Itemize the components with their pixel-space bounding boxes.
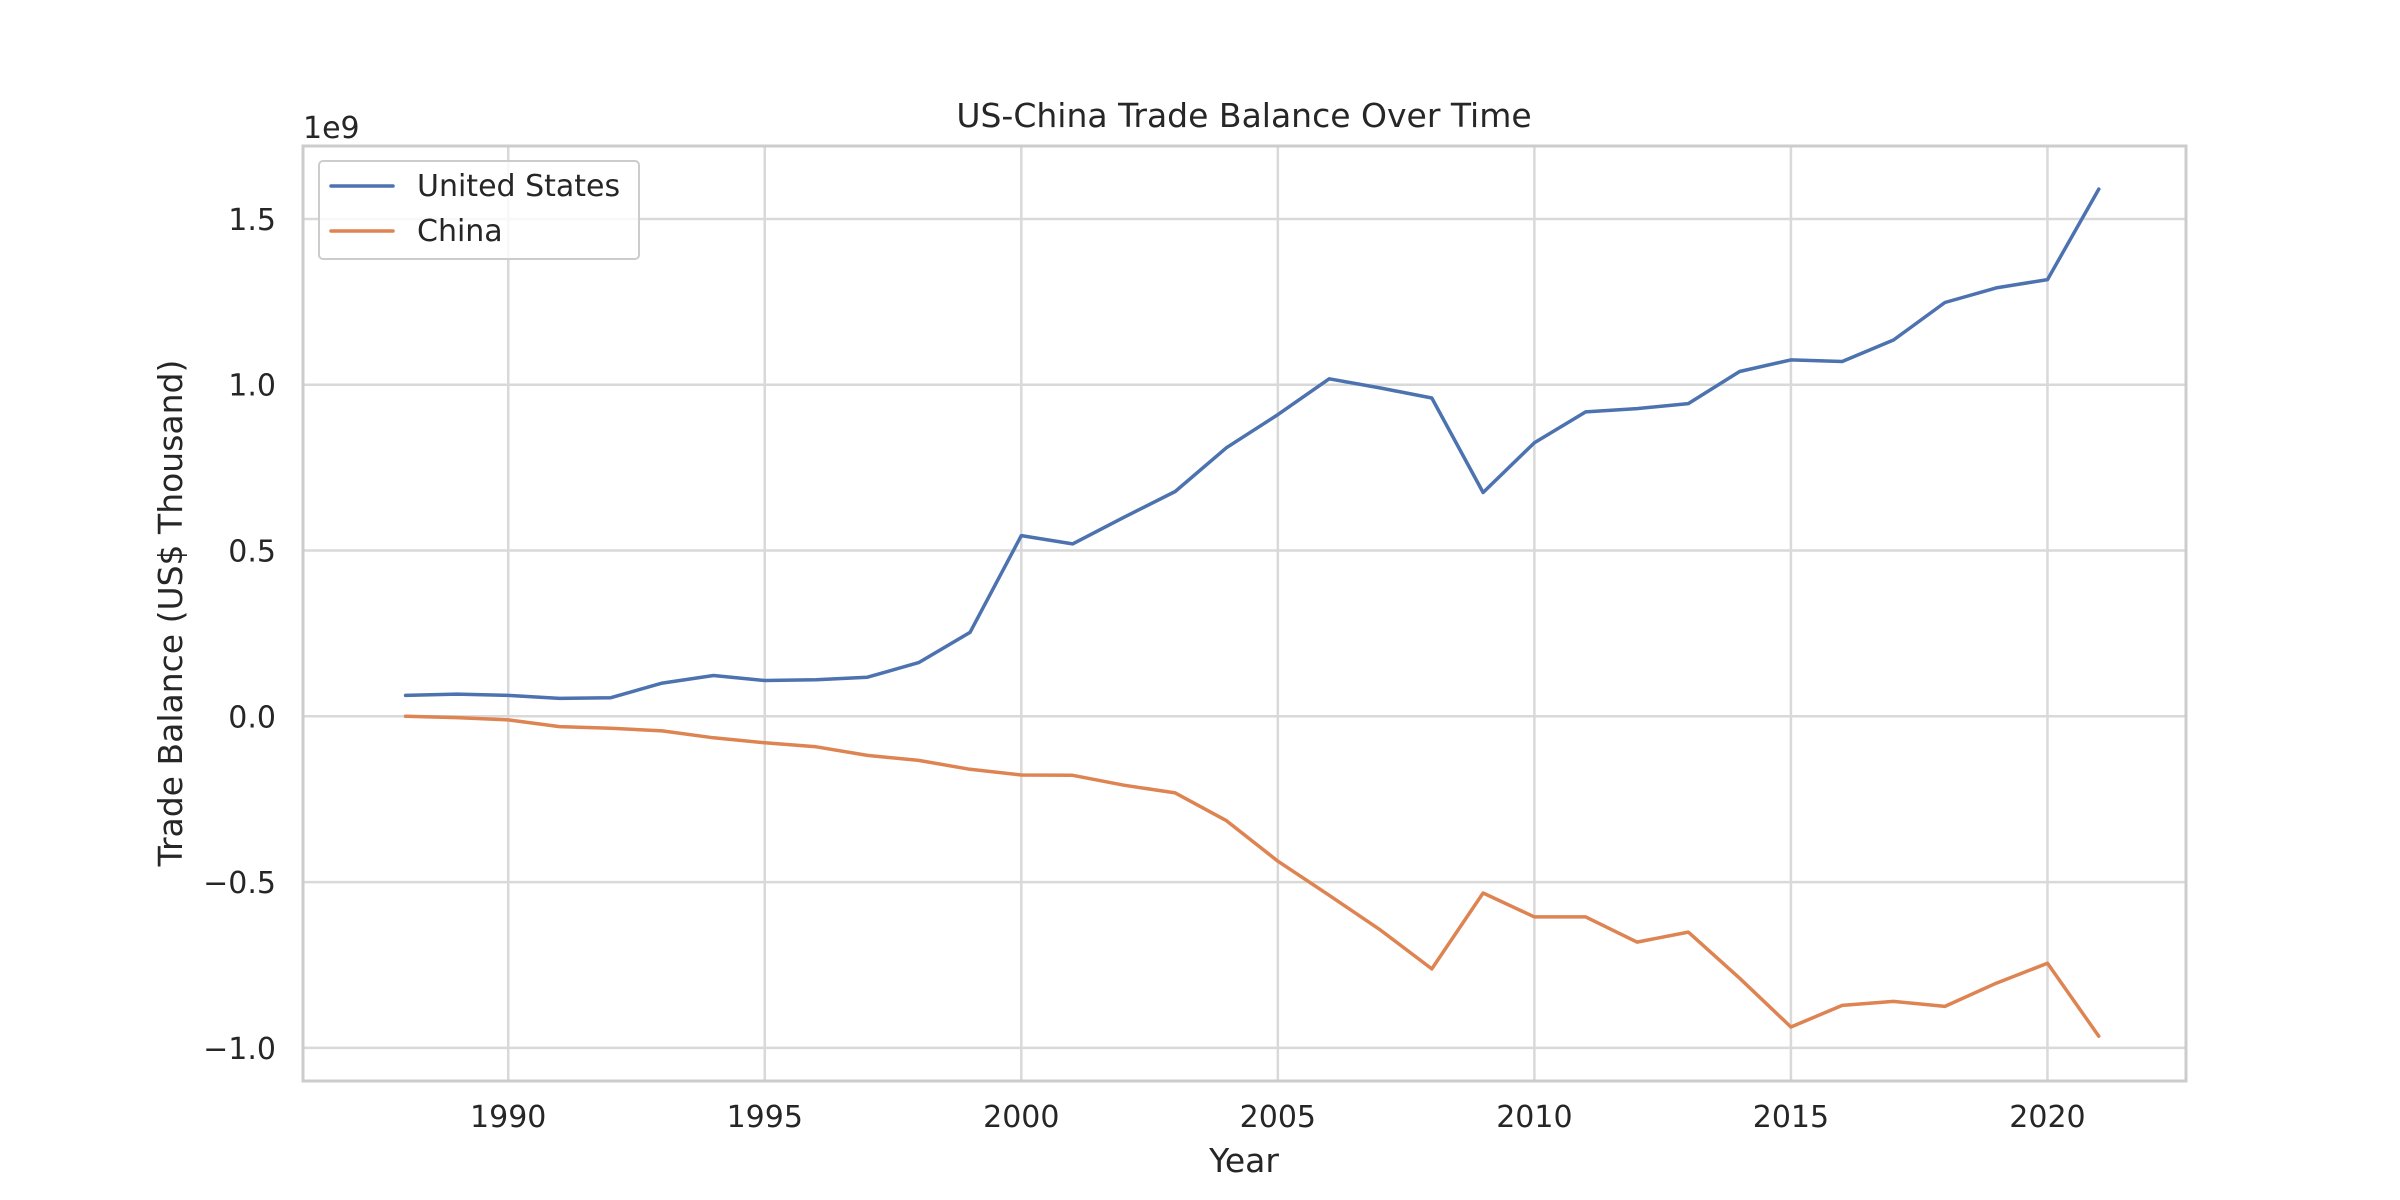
chart-title: US-China Trade Balance Over Time [956,96,1531,135]
y-tick-label: −1.0 [203,1032,276,1067]
y-tick-labels: −1.0 −0.5 0.0 0.5 1.0 1.5 [203,203,276,1067]
y-axis-label: Trade Balance (US$ Thousand) [151,360,190,868]
legend-label-china: China [417,214,503,249]
x-tick-label: 2000 [983,1100,1059,1135]
x-tick-labels: 1990 1995 2000 2005 2010 2015 2020 [470,1100,2086,1135]
series-lines [403,187,2101,1038]
x-tick-label: 2015 [1753,1100,1829,1135]
x-gridlines [506,146,2049,1081]
series-line-china [403,714,2101,1038]
y-tick-label: 1.5 [228,203,276,238]
y-tick-label: −0.5 [203,866,276,901]
legend-label-united-states: United States [417,169,620,204]
x-tick-label: 2020 [2009,1100,2085,1135]
legend-box [318,160,640,260]
x-tick-label: 1995 [727,1100,803,1135]
series-line-united-states [403,187,2101,701]
y-tick-label: 0.0 [228,700,276,735]
x-axis-label: Year [1208,1141,1279,1180]
x-tick-label: 2005 [1240,1100,1316,1135]
y-tick-label: 1.0 [228,369,276,404]
y-axis-offset-label: 1e9 [303,111,360,146]
x-tick-label: 1990 [470,1100,546,1135]
y-tick-label: 0.5 [228,535,276,570]
x-tick-label: 2010 [1496,1100,1572,1135]
plot-frame [301,144,2188,1083]
y-gridlines [303,217,2186,1050]
legend: United States China [318,160,640,260]
